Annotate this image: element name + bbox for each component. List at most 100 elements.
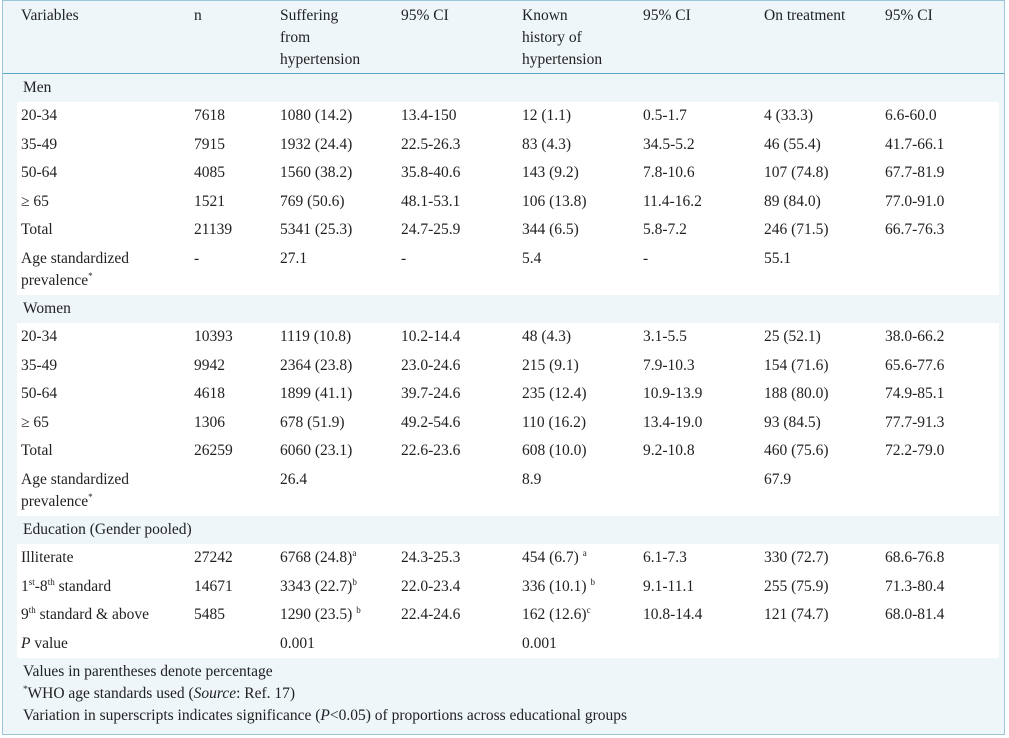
- cell-ci-1: 10.2-14.4: [401, 328, 461, 345]
- cell-ci-1: 24.7-25.9: [401, 221, 461, 238]
- cell-ci-3: 65.6-77.6: [885, 357, 945, 374]
- cell-n: 5485: [194, 606, 225, 623]
- cell-known: 235 (12.4): [522, 385, 587, 402]
- cell-ci-3: 41.7-66.1: [885, 136, 945, 153]
- cell-ci-2: 13.4-19.0: [643, 414, 703, 431]
- cell-n: 7618: [194, 107, 225, 124]
- cell-n: 4085: [194, 164, 225, 181]
- cell-variable: Age standardized prevalence*: [21, 471, 130, 510]
- cell-n: 9942: [194, 357, 225, 374]
- cell-known: 83 (4.3): [522, 136, 572, 153]
- cell-variable: Illiterate: [21, 549, 74, 566]
- cell-ci-1: 24.3-25.3: [401, 549, 461, 566]
- cell-treatment: 246 (71.5): [764, 221, 829, 238]
- cell-ci-1: 35.8-40.6: [401, 164, 461, 181]
- cell-known: 12 (1.1): [522, 107, 572, 124]
- cell-ci-2: 7.9-10.3: [643, 357, 695, 374]
- cell-treatment: 255 (75.9): [764, 578, 829, 595]
- cell-ci-2: 7.8-10.6: [643, 164, 695, 181]
- cell-treatment: 154 (71.6): [764, 357, 829, 374]
- cell-n: 10393: [194, 328, 233, 345]
- cell-n: 27242: [194, 549, 233, 566]
- cell-treatment: 55.1: [764, 250, 792, 267]
- cell-ci-2: 0.5-1.7: [643, 107, 687, 124]
- cell-suffering: 1119 (10.8): [280, 328, 352, 345]
- cell-treatment: 121 (74.7): [764, 606, 829, 623]
- cell-n: 7915: [194, 136, 225, 153]
- cell-variable: ≥ 65: [21, 414, 49, 431]
- cell-ci-2: 34.5-5.2: [643, 136, 695, 153]
- cell-suffering: 5341 (25.3): [280, 221, 353, 238]
- cell-variable: Total: [21, 442, 53, 459]
- cell-known: 162 (12.6)c: [522, 605, 591, 624]
- cell-suffering: 6768 (24.8)a: [280, 548, 357, 567]
- cell-ci-1: 48.1-53.1: [401, 193, 461, 210]
- cell-ci-3: 38.0-66.2: [885, 328, 945, 345]
- cell-ci-2: 10.8-14.4: [643, 606, 703, 623]
- cell-ci-3: 74.9-85.1: [885, 385, 945, 402]
- header-ci-1: 95% CI: [401, 7, 449, 24]
- cell-treatment: 188 (80.0): [764, 385, 829, 402]
- section-band-women: [17, 323, 999, 516]
- table-header: Variables n Suffering from hypertension 95…: [3, 1, 1004, 74]
- cell-variable: 35-49: [21, 357, 58, 374]
- cell-treatment: 25 (52.1): [764, 328, 821, 345]
- cell-known: 48 (4.3): [522, 328, 572, 345]
- cell-variable: 1st-8th standard: [21, 577, 112, 596]
- cell-known: 143 (9.2): [522, 164, 579, 181]
- cell-variable: 50-64: [21, 385, 58, 402]
- cell-ci-1: 13.4-150: [401, 107, 457, 124]
- cell-known: 0.001: [522, 635, 557, 652]
- cell-ci-3: 68.6-76.8: [885, 549, 945, 566]
- cell-ci-2: 3.1-5.5: [643, 328, 687, 345]
- footnote-superscripts: Variation in superscripts indicates sign…: [23, 707, 628, 724]
- cell-n: 4618: [194, 385, 225, 402]
- cell-ci-1: 22.4-24.6: [401, 606, 461, 623]
- cell-treatment: 93 (84.5): [764, 414, 821, 431]
- cell-suffering: 0.001: [280, 635, 315, 652]
- cell-ci-3: 6.6-60.0: [885, 107, 937, 124]
- footnote-who: *WHO age standards used (Source: Ref. 17…: [23, 684, 296, 703]
- section-band-education: [17, 544, 999, 658]
- cell-ci-1: 49.2-54.6: [401, 414, 461, 431]
- header-variables: Variables: [21, 7, 79, 24]
- header-known: Known history of hypertension: [522, 7, 603, 68]
- cell-known: 110 (16.2): [522, 414, 586, 431]
- cell-suffering: 1290 (23.5) b: [280, 605, 361, 624]
- header-ci-2: 95% CI: [643, 7, 691, 24]
- cell-ci-3: 72.2-79.0: [885, 442, 945, 459]
- section-title-women: Women: [23, 300, 71, 317]
- cell-treatment: 107 (74.8): [764, 164, 829, 181]
- cell-suffering: 3343 (22.7)b: [280, 577, 357, 596]
- cell-ci-2: 9.2-10.8: [643, 442, 695, 459]
- header-n: n: [194, 7, 202, 24]
- cell-known: 215 (9.1): [522, 357, 579, 374]
- cell-suffering: 1932 (24.4): [280, 136, 353, 153]
- cell-ci-1: 22.0-23.4: [401, 578, 461, 595]
- cell-ci-1: 23.0-24.6: [401, 357, 461, 374]
- cell-ci-3: 66.7-76.3: [885, 221, 945, 238]
- cell-variable: 20-34: [21, 328, 58, 345]
- cell-known: 8.9: [522, 471, 542, 488]
- cell-known: 454 (6.7) a: [522, 548, 587, 567]
- cell-treatment: 89 (84.0): [764, 193, 821, 210]
- cell-ci-2: 10.9-13.9: [643, 385, 703, 402]
- cell-treatment: 46 (55.4): [764, 136, 821, 153]
- cell-suffering: 1080 (14.2): [280, 107, 353, 124]
- cell-treatment: 67.9: [764, 471, 792, 488]
- cell-n: 21139: [194, 221, 233, 238]
- cell-ci-3: 77.0-91.0: [885, 193, 945, 210]
- section-title-men: Men: [23, 79, 52, 96]
- header-ci-3: 95% CI: [885, 7, 933, 24]
- cell-ci-2: 6.1-7.3: [643, 549, 687, 566]
- cell-known: 5.4: [522, 250, 542, 267]
- cell-ci-2: 11.4-16.2: [643, 193, 702, 210]
- cell-treatment: 460 (75.6): [764, 442, 829, 459]
- cell-treatment: 330 (72.7): [764, 549, 829, 566]
- cell-n: 26259: [194, 442, 233, 459]
- cell-ci-2: -: [643, 250, 649, 267]
- cell-suffering: 2364 (23.8): [280, 357, 353, 374]
- cell-variable: 35-49: [21, 136, 58, 153]
- cell-n: 1306: [194, 414, 225, 431]
